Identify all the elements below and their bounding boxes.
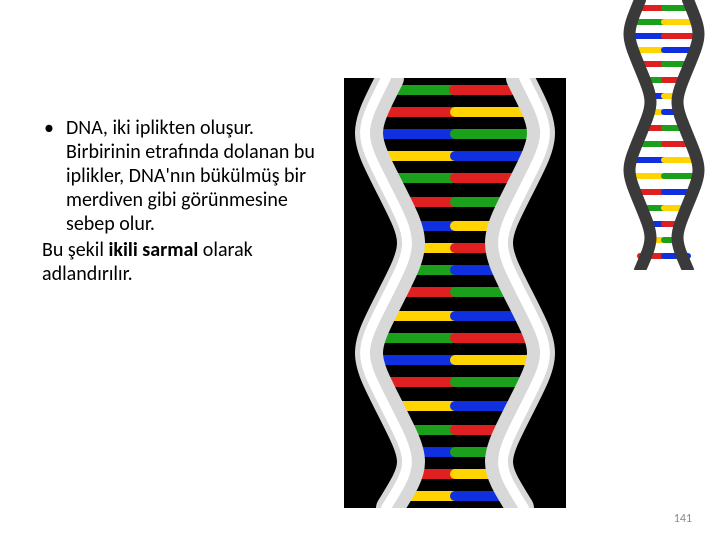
bullet-marker: • bbox=[42, 116, 66, 140]
line2-bold: ikili sarmal bbox=[108, 238, 198, 262]
bullet-item: • DNA, iki iplikten oluşur. Birbirinin e… bbox=[42, 116, 322, 236]
dna-small-illustration bbox=[618, 0, 710, 270]
dna-main-illustration bbox=[344, 78, 566, 508]
bullet-text: DNA, iki iplikten oluşur. Birbirinin etr… bbox=[66, 116, 322, 236]
body-text: • DNA, iki iplikten oluşur. Birbirinin e… bbox=[42, 116, 322, 286]
dna-small-svg bbox=[618, 0, 710, 270]
second-line: Bu şekil ikili sarmal olarak adlandırılı… bbox=[42, 238, 322, 286]
dna-main-svg bbox=[344, 78, 566, 508]
line2-pre: Bu şekil bbox=[42, 238, 108, 262]
page-number: 141 bbox=[674, 512, 692, 526]
slide: • DNA, iki iplikten oluşur. Birbirinin e… bbox=[0, 0, 720, 540]
